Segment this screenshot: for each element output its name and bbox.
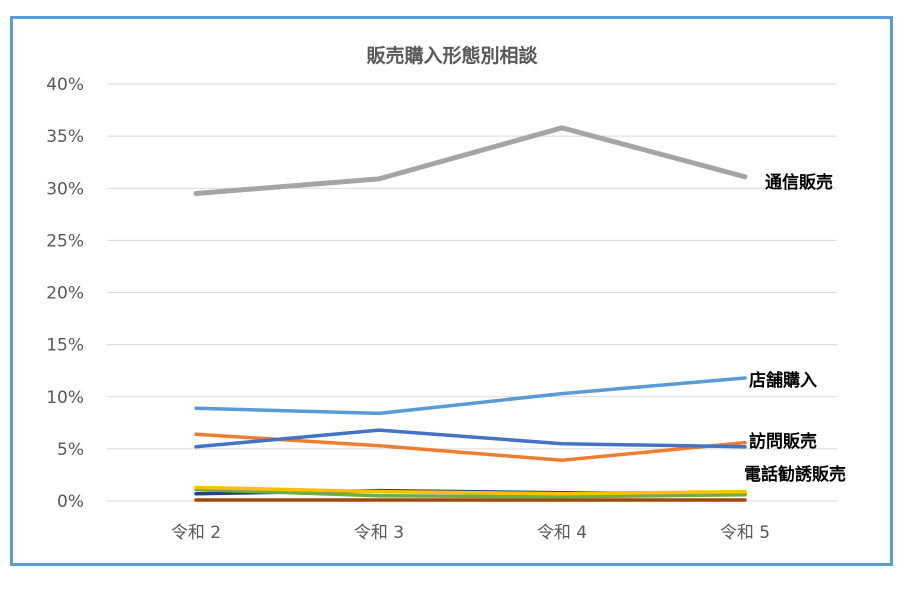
series-line bbox=[194, 487, 747, 499]
x-tick-label: 令和 3 bbox=[354, 523, 404, 543]
chart-title: 販売購入形態別相談 bbox=[366, 44, 538, 67]
y-tick-label: 15% bbox=[46, 336, 84, 356]
series-line bbox=[194, 428, 747, 449]
y-axis-ticks: 0% 5% 10% 15% 20% 25% 30% 35% 40% bbox=[46, 75, 84, 512]
y-tick-label: 0% bbox=[57, 492, 84, 512]
x-axis-ticks: 令和 2 令和 3 令和 4 令和 5 bbox=[171, 523, 770, 543]
x-tick-label: 令和 2 bbox=[171, 523, 221, 543]
y-tick-label: 30% bbox=[46, 179, 84, 199]
chart-frame bbox=[10, 16, 893, 566]
y-tick-label: 35% bbox=[46, 127, 84, 147]
annotation-door-to-door: 訪問販売 bbox=[749, 431, 817, 452]
y-tick-label: 10% bbox=[46, 388, 84, 408]
y-tick-label: 25% bbox=[46, 231, 84, 251]
annotation-phone-sales: 電話勧誘販売 bbox=[744, 464, 846, 485]
series-line bbox=[193, 125, 748, 196]
series-annotations: 通信販売 店舗購入 訪問販売 電話勧誘販売 bbox=[744, 172, 846, 485]
series-line bbox=[194, 376, 747, 416]
y-tick-label: 5% bbox=[57, 440, 84, 460]
y-tick-label: 40% bbox=[46, 75, 84, 95]
series-line bbox=[194, 485, 747, 496]
x-tick-label: 令和 4 bbox=[537, 523, 587, 543]
y-tick-label: 20% bbox=[46, 284, 84, 304]
annotation-store-purchase: 店舗購入 bbox=[749, 370, 817, 391]
series-lines bbox=[193, 125, 748, 502]
x-tick-label: 令和 5 bbox=[720, 523, 770, 543]
annotation-mail-order: 通信販売 bbox=[765, 172, 833, 193]
